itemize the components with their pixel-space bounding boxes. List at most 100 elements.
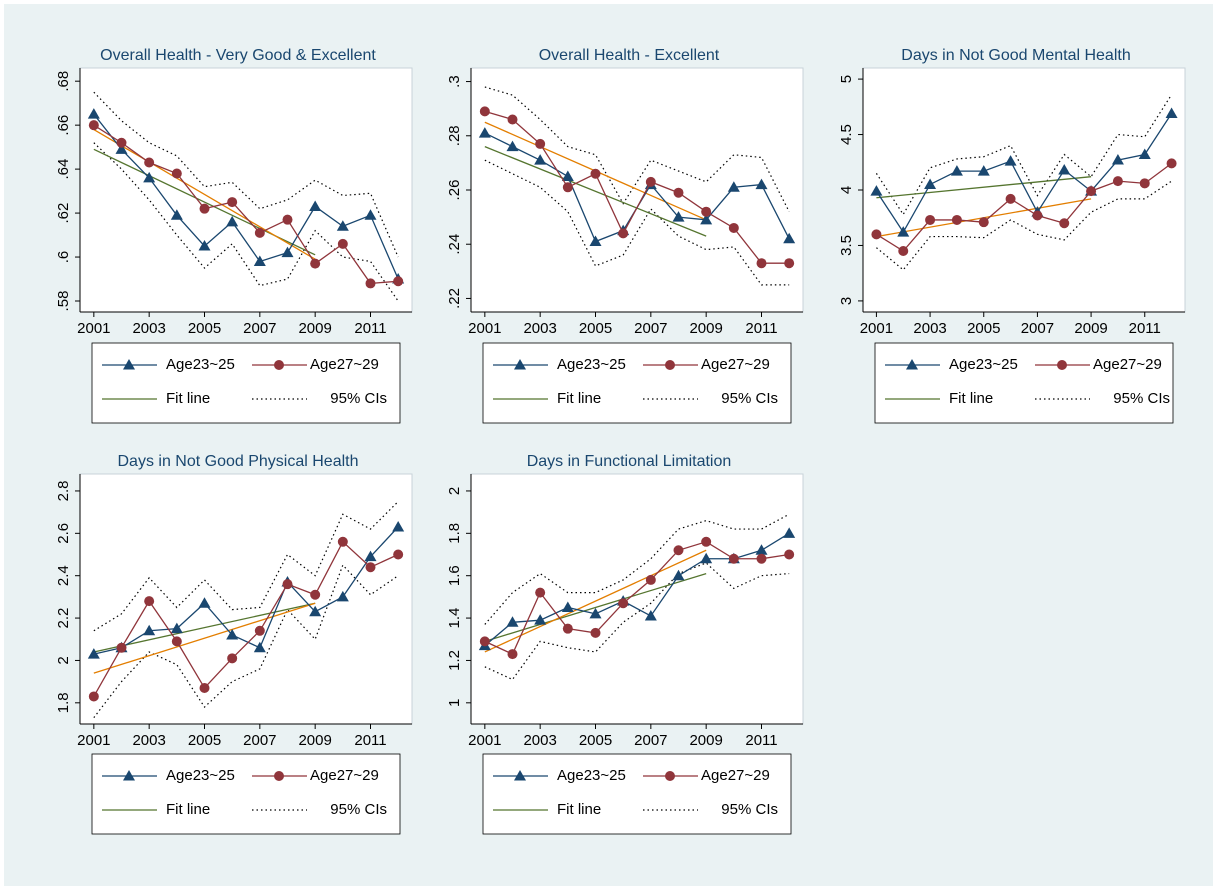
ci-line xyxy=(484,86,790,212)
ci-line xyxy=(93,501,399,632)
circle-marker xyxy=(1059,218,1070,229)
x-tick-label: 2003 xyxy=(523,732,556,749)
circle-marker xyxy=(479,636,490,647)
y-tick-label: .3 xyxy=(446,75,463,88)
series-line xyxy=(875,113,1173,234)
series-line xyxy=(93,124,399,285)
x-tick-label: 2011 xyxy=(354,732,386,749)
y-tick-label: 3.5 xyxy=(838,235,855,256)
triangle-marker xyxy=(700,213,713,225)
panel: Overall Health - Very Good & Excellent .5… xyxy=(55,47,413,424)
y-tick-label: .64 xyxy=(55,159,72,180)
circle-marker xyxy=(393,549,404,560)
legend-marker xyxy=(1057,360,1067,370)
y-tick-label: .68 xyxy=(55,71,72,92)
circle-marker xyxy=(1005,193,1016,204)
x-tick-label: 2001 xyxy=(860,320,893,337)
legend-marker xyxy=(514,770,526,781)
fit-line xyxy=(93,602,316,653)
plot-area xyxy=(470,473,804,725)
x-tick-label: 2009 xyxy=(298,320,331,337)
triangle-marker xyxy=(644,609,657,621)
x-tick-label: 2001 xyxy=(77,732,110,749)
circle-marker xyxy=(590,627,601,638)
ci-line xyxy=(484,562,790,681)
y-tick-label: .24 xyxy=(446,234,463,255)
y-tick-label: 2.4 xyxy=(55,565,72,586)
circle-marker xyxy=(898,246,909,256)
y-tick-label: 2.2 xyxy=(55,608,72,629)
circle-marker xyxy=(701,206,712,217)
triangle-marker xyxy=(870,185,883,196)
x-tick-label: 2001 xyxy=(468,320,501,337)
circle-marker xyxy=(507,649,518,660)
x-tick-label: 2007 xyxy=(1021,320,1054,337)
triangle-marker xyxy=(143,171,156,183)
legend-label: Age23~25 xyxy=(166,356,235,373)
triangle-marker xyxy=(1058,164,1071,175)
y-tick-label: 1.6 xyxy=(446,565,463,586)
triangle-marker xyxy=(392,520,405,532)
y-tick-label: .6 xyxy=(55,251,72,264)
x-tick-label: 2011 xyxy=(745,320,777,337)
circle-marker xyxy=(254,227,265,238)
circle-marker xyxy=(951,214,962,225)
y-tick-label: .22 xyxy=(446,288,463,309)
legend-label: 95% CIs xyxy=(721,801,778,818)
circle-marker xyxy=(784,549,795,560)
y-tick-label: .28 xyxy=(446,125,463,146)
x-tick-label: 2003 xyxy=(132,732,165,749)
panel: Overall Health - Excellent .22 .24 .26 .28 .3… xyxy=(446,47,804,424)
circle-marker xyxy=(254,625,265,636)
circle-marker xyxy=(562,623,573,634)
triangle-marker xyxy=(924,178,937,189)
y-tick-label: 2 xyxy=(446,487,463,495)
triangle-marker xyxy=(336,590,349,602)
legend-label: Age23~25 xyxy=(949,356,1018,373)
circle-marker xyxy=(337,238,348,249)
circle-marker xyxy=(116,642,127,653)
x-tick-label: 2011 xyxy=(1129,320,1161,337)
triangle-marker xyxy=(506,616,519,627)
legend-label: 95% CIs xyxy=(330,390,387,407)
legend-marker xyxy=(514,359,526,370)
panel-title: Days in Not Good Mental Health xyxy=(901,47,1130,64)
legend-label: Fit line xyxy=(166,801,210,818)
circle-marker xyxy=(673,187,684,198)
triangle-marker xyxy=(783,527,796,538)
circle-marker xyxy=(199,203,210,214)
fit-line xyxy=(484,572,707,642)
y-tick-label: 2 xyxy=(55,656,72,664)
fit-line xyxy=(93,128,316,260)
legend-marker xyxy=(123,359,135,370)
circle-marker xyxy=(88,691,99,702)
circle-marker xyxy=(1086,186,1097,197)
triangle-marker xyxy=(700,552,713,564)
triangle-marker xyxy=(87,108,100,119)
series-line xyxy=(484,110,790,264)
circle-marker xyxy=(756,258,767,269)
x-tick-label: 2007 xyxy=(243,320,276,337)
legend-marker xyxy=(665,771,675,781)
y-tick-label: .66 xyxy=(55,115,72,136)
ci-line xyxy=(484,513,790,625)
circle-marker xyxy=(393,276,404,287)
legend-marker xyxy=(274,771,284,781)
y-tick-label: .26 xyxy=(446,180,463,201)
circle-marker xyxy=(365,562,376,573)
circle-marker xyxy=(590,168,601,179)
x-tick-label: 2003 xyxy=(913,320,946,337)
circle-marker xyxy=(728,222,739,233)
legend-label: Age23~25 xyxy=(166,767,235,784)
x-tick-label: 2011 xyxy=(354,320,386,337)
circle-marker xyxy=(728,553,739,564)
circle-marker xyxy=(1139,178,1150,189)
y-tick-label: 1.4 xyxy=(446,608,463,629)
x-tick-label: 2005 xyxy=(188,732,221,749)
circle-marker xyxy=(337,536,348,547)
triangle-marker xyxy=(364,550,377,562)
circle-marker xyxy=(199,682,210,693)
triangle-marker xyxy=(170,622,183,634)
triangle-marker xyxy=(226,215,239,227)
legend-label: Fit line xyxy=(557,801,601,818)
